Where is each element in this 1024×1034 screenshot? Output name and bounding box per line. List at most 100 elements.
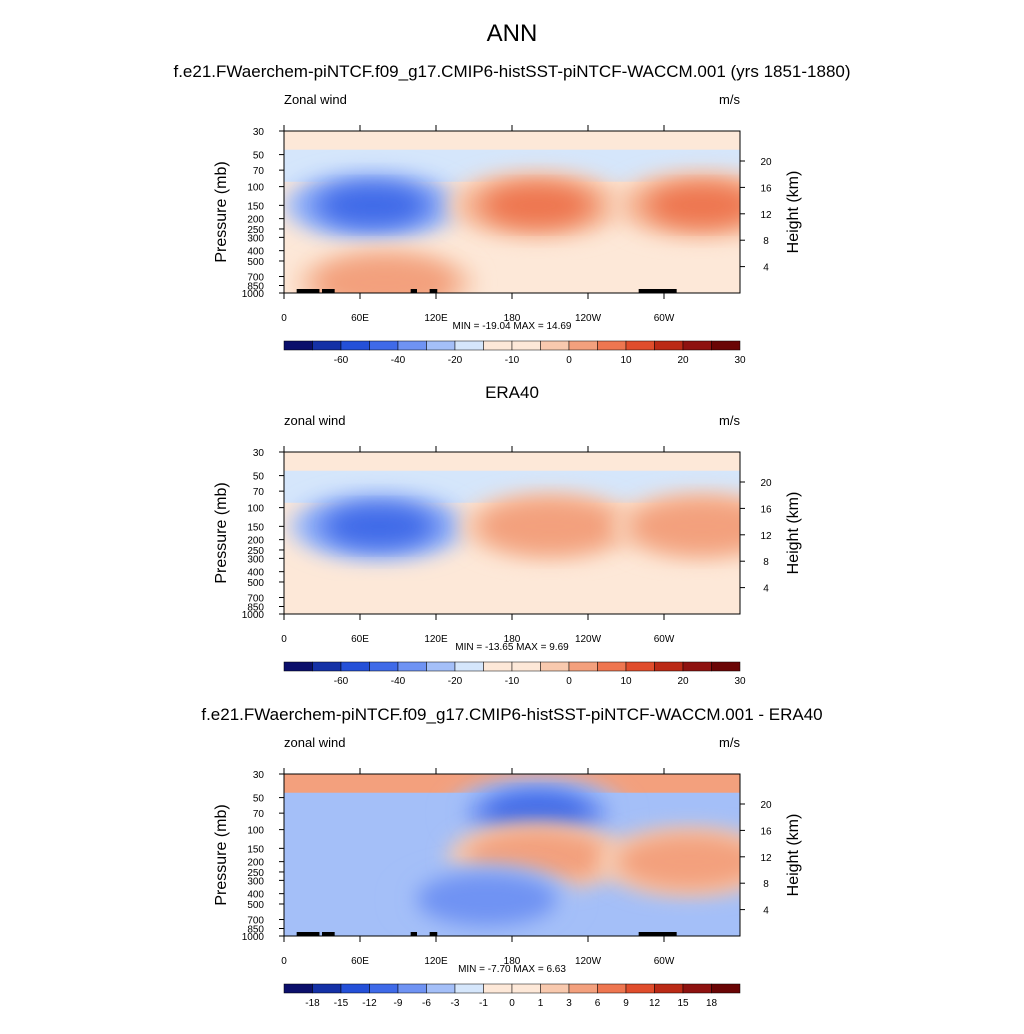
colorbar-swatch [397, 340, 427, 351]
y-tick-label: 100 [247, 183, 264, 194]
y2-tick-label: 4 [763, 906, 769, 917]
colorbar-label: -1 [479, 998, 488, 1009]
wind-feature [479, 499, 621, 553]
colorbar-swatch [711, 340, 741, 351]
y-tick-label: 300 [247, 876, 264, 887]
colorbar-swatch [369, 661, 399, 672]
stratosphere-band [284, 131, 740, 150]
colorbar-label: 1 [538, 998, 544, 1009]
y2-tick-label: 16 [760, 826, 772, 837]
colorbar-label: 0 [566, 355, 572, 366]
colorbar-swatch [682, 983, 712, 994]
colorbar-swatch [483, 340, 513, 351]
colorbar-label: -60 [334, 355, 349, 366]
x-tick-label: 60W [654, 634, 675, 645]
colorbar-label: -10 [505, 676, 520, 687]
y2-tick-label: 12 [760, 531, 772, 542]
y-tick-label: 400 [247, 890, 264, 901]
y-tick-label: 500 [247, 900, 264, 911]
topography [296, 932, 320, 936]
colorbar-label: 9 [623, 998, 629, 1009]
x-tick-label: 120E [424, 956, 448, 967]
y2-axis-title: Height (km) [785, 171, 802, 254]
y-tick-label: 850 [247, 281, 264, 292]
y2-tick-label: 8 [763, 879, 769, 890]
colorbar-label: -10 [505, 355, 520, 366]
wind-feature [486, 794, 588, 833]
y2-tick-label: 16 [760, 183, 772, 194]
topography [638, 289, 677, 293]
colorbar-swatch [454, 661, 484, 672]
wind-feature [619, 835, 740, 889]
wind-feature [328, 507, 430, 546]
variable-label: zonal wind [284, 413, 346, 428]
x-tick-label: 120E [424, 313, 448, 324]
y-tick-label: 200 [247, 536, 264, 547]
y-tick-label: 150 [247, 844, 264, 855]
wind-feature [631, 499, 740, 553]
colorbar-swatch [369, 983, 399, 994]
colorbar-swatch [340, 983, 370, 994]
x-tick-label: 180 [504, 634, 521, 645]
y-tick-label: 700 [247, 916, 264, 927]
colorbar-swatch [511, 340, 541, 351]
y-tick-label: 200 [247, 858, 264, 869]
colorbar-label: -9 [394, 998, 403, 1009]
topography [638, 932, 677, 936]
y-tick-label: 70 [253, 166, 265, 177]
x-tick-label: 0 [281, 956, 287, 967]
x-tick-label: 180 [504, 956, 521, 967]
colorbar-swatch [597, 340, 627, 351]
colorbar-swatch [682, 340, 712, 351]
x-tick-label: 120W [575, 956, 602, 967]
colorbar-label: 12 [649, 998, 661, 1009]
y-tick-label: 250 [247, 225, 264, 236]
topography [296, 289, 320, 293]
y-tick-label: 150 [247, 522, 264, 533]
y-tick-label: 30 [253, 448, 265, 459]
colorbar-swatch [540, 340, 570, 351]
colorbar-label: -20 [448, 676, 463, 687]
colorbar-swatch [369, 340, 399, 351]
y-tick-label: 200 [247, 215, 264, 226]
wind-feature [486, 186, 588, 225]
x-tick-label: 120W [575, 634, 602, 645]
units-label: m/s [719, 735, 740, 750]
panel-title: f.e21.FWaerchem-piNTCF.f09_g17.CMIP6-his… [201, 705, 823, 724]
colorbar: -60 -40 -20 -10 0 10 20 30 [283, 661, 746, 687]
y-axis-title: Pressure (mb) [213, 804, 230, 905]
colorbar-swatch [340, 661, 370, 672]
colorbar-label: 18 [706, 998, 718, 1009]
colorbar-swatch [454, 983, 484, 994]
y-tick-label: 50 [253, 151, 265, 162]
colorbar-label: -6 [422, 998, 431, 1009]
panel-title: f.e21.FWaerchem-piNTCF.f09_g17.CMIP6-his… [173, 62, 851, 81]
colorbar-swatch [397, 983, 427, 994]
y-tick-label: 30 [253, 770, 265, 781]
colorbar-label: 6 [595, 998, 601, 1009]
topography [322, 289, 335, 293]
colorbar-label: -18 [305, 998, 320, 1009]
colorbar-label: 10 [620, 676, 632, 687]
y2-tick-label: 8 [763, 557, 769, 568]
colorbar-label: 20 [677, 676, 689, 687]
wind-feature [651, 186, 740, 225]
colorbar-swatch [711, 661, 741, 672]
y-tick-label: 100 [247, 504, 264, 515]
colorbar-swatch [568, 340, 598, 351]
y2-axis-title: Height (km) [785, 814, 802, 897]
y-tick-label: 700 [247, 594, 264, 605]
colorbar-swatch [312, 340, 342, 351]
colorbar-swatch [654, 661, 684, 672]
colorbar-swatch [511, 661, 541, 672]
y-tick-label: 500 [247, 257, 264, 268]
y-tick-label: 700 [247, 273, 264, 284]
y-tick-label: 70 [253, 487, 265, 498]
y2-tick-label: 4 [763, 263, 769, 274]
colorbar-swatch [625, 983, 655, 994]
y-tick-label: 250 [247, 546, 264, 557]
y2-tick-label: 16 [760, 504, 772, 515]
panel-title: ERA40 [485, 383, 539, 402]
colorbar-swatch [312, 983, 342, 994]
colorbar-swatch [654, 340, 684, 351]
